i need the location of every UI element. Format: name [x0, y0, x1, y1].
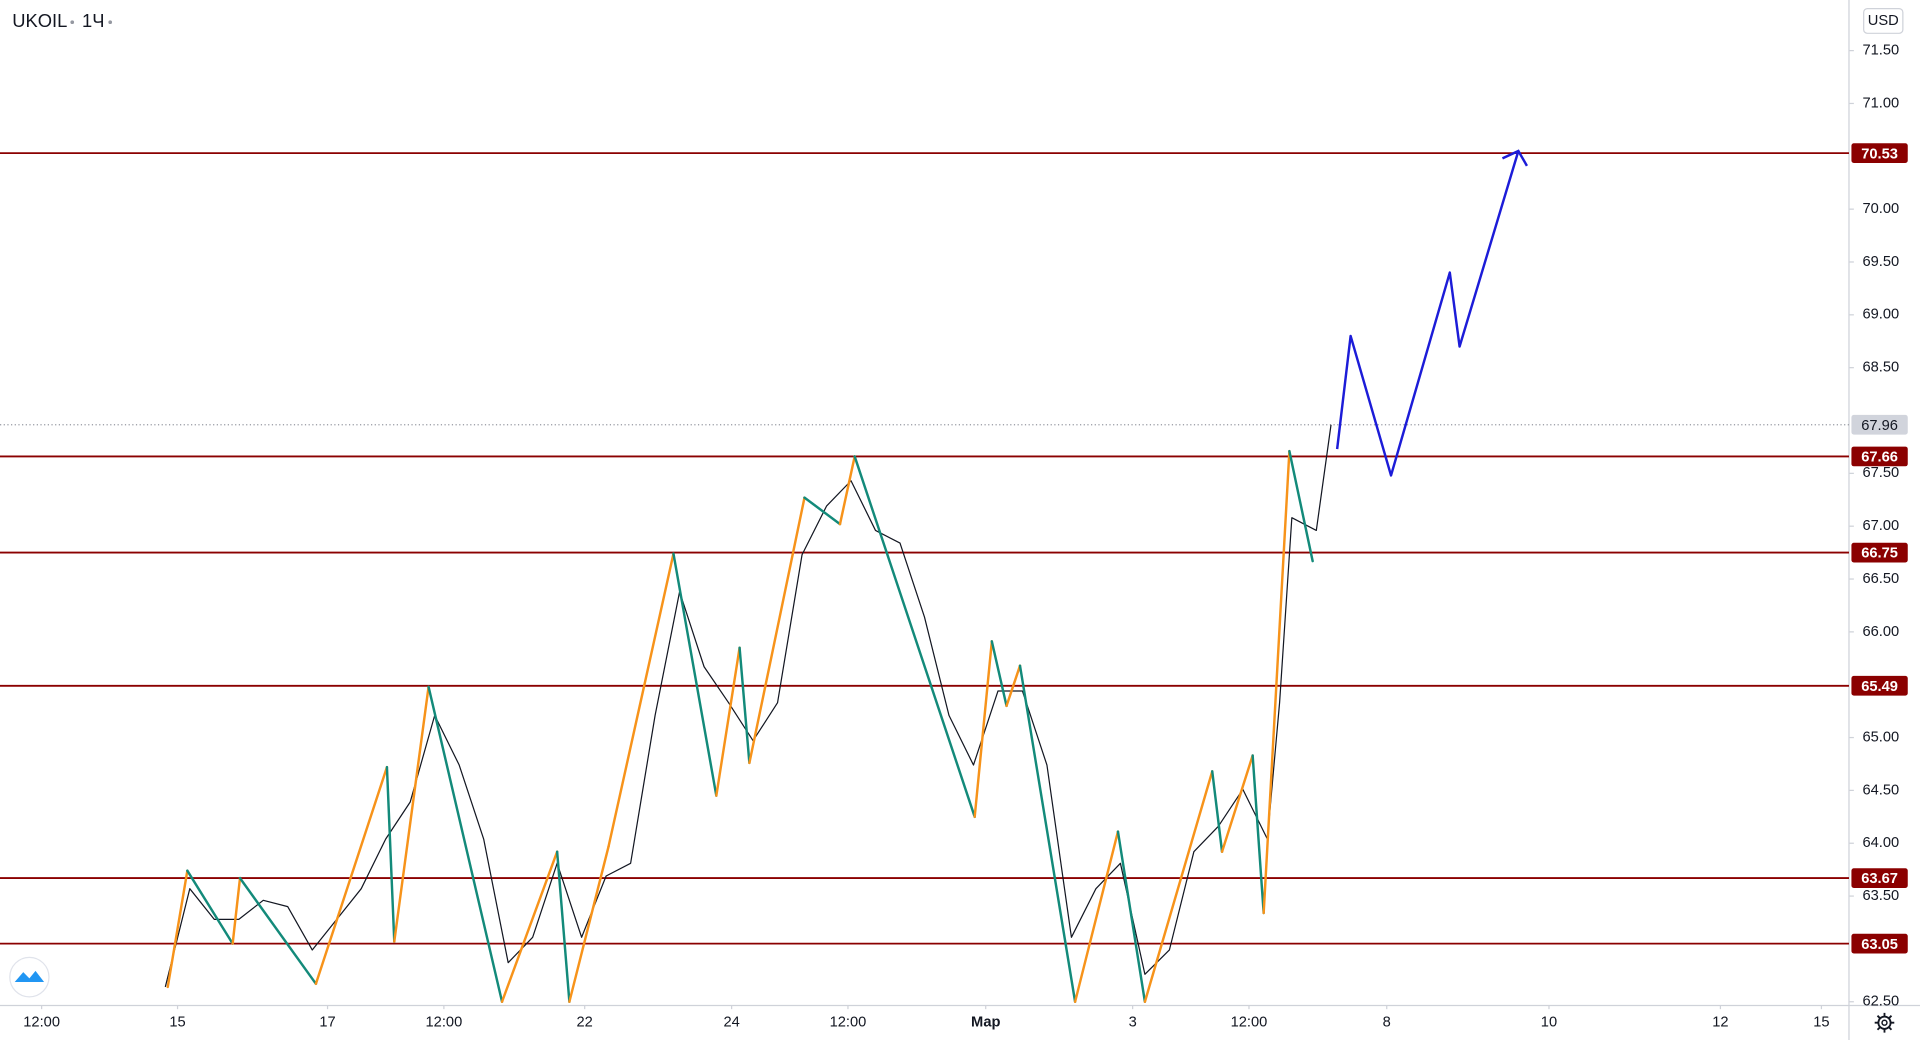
- zigzag-segment: [1143, 770, 1214, 1003]
- zigzag-segment: [1116, 830, 1147, 1003]
- y-tick-label: 69.00: [1862, 307, 1899, 323]
- x-tick-label: 8: [1383, 1015, 1391, 1031]
- settings-icon[interactable]: [1874, 1012, 1895, 1033]
- zigzag-segment: [314, 765, 389, 986]
- logo[interactable]: [9, 956, 50, 998]
- price-line: [164, 424, 1332, 988]
- zigzag-segment: [186, 869, 234, 945]
- zigzag-segment: [1288, 449, 1314, 563]
- level-label: 67.66: [1861, 450, 1898, 466]
- y-tick-label: 71.00: [1862, 95, 1899, 111]
- x-tick-label: 12:00: [1231, 1015, 1268, 1031]
- x-tick-label: 15: [1813, 1015, 1829, 1031]
- separator-dot: [108, 20, 113, 25]
- zigzag-segment: [1220, 754, 1254, 853]
- x-tick-label: 12:00: [830, 1015, 867, 1031]
- y-tick-label: 65.00: [1862, 729, 1899, 745]
- zigzag-segment: [715, 646, 741, 797]
- level-label: 63.05: [1861, 937, 1898, 953]
- zigzag-segment: [166, 869, 189, 989]
- y-tick-label: 63.50: [1862, 888, 1899, 904]
- y-tick-label: 69.50: [1862, 254, 1899, 270]
- zigzag-segment: [238, 876, 318, 986]
- symbol: UKOIL: [12, 10, 67, 31]
- x-tick-label: 22: [577, 1015, 593, 1031]
- y-tick-label: 70.00: [1862, 201, 1899, 217]
- zigzag-segment: [1211, 770, 1224, 853]
- zigzag-segment: [738, 646, 751, 765]
- projection-line: [1335, 150, 1520, 477]
- y-tick-label: 67.50: [1862, 465, 1899, 481]
- zigzag-segment: [500, 850, 559, 1003]
- x-tick-label: 3: [1129, 1015, 1137, 1031]
- level-label-box: [1851, 675, 1908, 696]
- y-tick-label: 66.50: [1862, 571, 1899, 587]
- zigzag-segment: [1005, 664, 1022, 708]
- zigzag-segment: [853, 455, 976, 819]
- x-tick-label: 12:00: [23, 1015, 60, 1031]
- level-label: 70.53: [1861, 146, 1898, 162]
- zigzag-segment: [231, 876, 242, 945]
- level-label-box: [1851, 868, 1908, 888]
- currency[interactable]: USD: [1868, 13, 1899, 29]
- last-price-box: [1851, 414, 1908, 435]
- level-label: 63.67: [1861, 871, 1898, 887]
- level-label-box: [1851, 143, 1908, 164]
- zigzag-segment: [748, 496, 806, 765]
- level-label: 65.49: [1861, 679, 1898, 695]
- zigzag-segment: [672, 552, 718, 797]
- zigzag-segment: [1262, 449, 1291, 915]
- zigzag-segment: [393, 685, 430, 943]
- zigzag-segment: [838, 455, 856, 526]
- zigzag-segment: [1251, 754, 1265, 915]
- y-tick-label: 67.00: [1862, 518, 1899, 534]
- zigzag-segment: [1018, 664, 1077, 1003]
- x-tick-label: 24: [723, 1015, 739, 1031]
- zigzag-segment: [1073, 830, 1120, 1003]
- x-tick-label: Мар: [971, 1015, 1001, 1031]
- level-label-box: [1851, 446, 1908, 467]
- zigzag-segment: [607, 552, 675, 848]
- zigzag-segment: [385, 765, 396, 943]
- zigzag-segment: [568, 845, 610, 1003]
- x-tick-label: 15: [169, 1015, 185, 1031]
- last-price-label: 67.96: [1861, 418, 1898, 434]
- interval: 1Ч: [82, 10, 104, 31]
- y-tick-label: 64.50: [1862, 782, 1899, 798]
- x-tick-label: 12: [1712, 1015, 1728, 1031]
- zigzag-segment: [990, 640, 1008, 708]
- x-tick-label: 12:00: [426, 1015, 463, 1031]
- zigzag-segment: [803, 496, 842, 526]
- y-tick-label: 62.50: [1862, 994, 1899, 1010]
- currency-box[interactable]: [1863, 8, 1904, 34]
- zigzag-segment: [973, 640, 994, 819]
- y-tick-label: 71.50: [1862, 42, 1899, 58]
- level-label: 66.75: [1861, 546, 1898, 562]
- level-label-box: [1851, 542, 1908, 563]
- x-tick-label: 17: [319, 1015, 335, 1031]
- projection-arrowhead: [1501, 149, 1528, 167]
- level-label-box: [1851, 933, 1908, 954]
- separator-dot: [70, 20, 75, 25]
- y-tick-label: 66.00: [1862, 624, 1899, 640]
- zigzag-segment: [427, 685, 504, 1003]
- y-tick-label: 64.00: [1862, 835, 1899, 851]
- zigzag-segment: [555, 850, 571, 1003]
- y-tick-label: 68.50: [1862, 360, 1899, 376]
- x-tick-label: 10: [1541, 1015, 1557, 1031]
